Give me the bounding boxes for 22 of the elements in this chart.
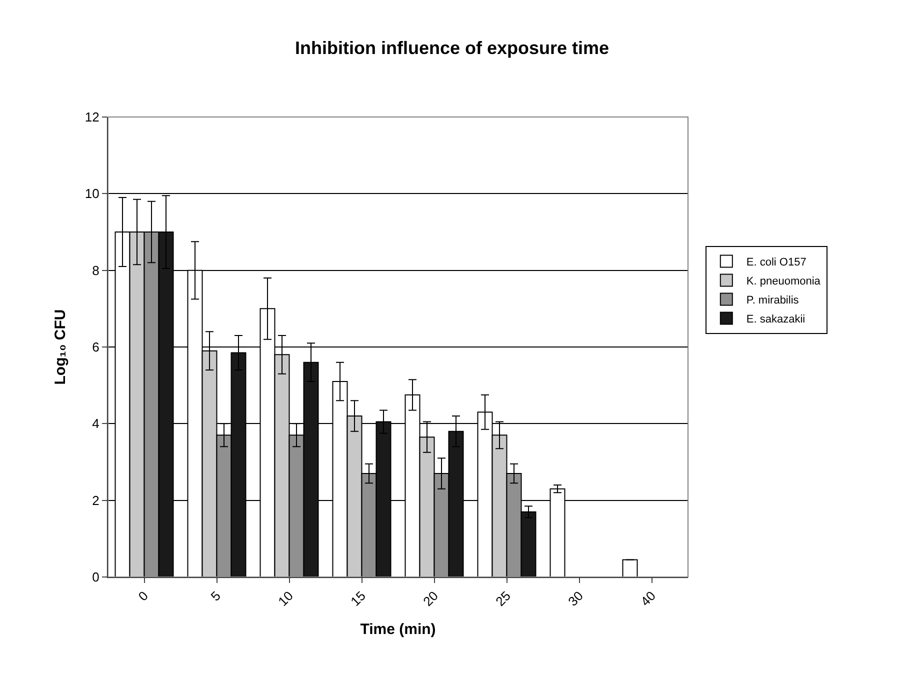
x-tick-label: 10 [275,588,296,610]
y-tick-label: 10 [84,186,100,202]
y-tick-label: 8 [92,262,100,278]
legend-label: P. mirabilis [746,294,800,307]
x-tick-label: 25 [492,588,514,610]
x-tick-label: 40 [638,588,658,610]
y-tick-label: 0 [92,570,100,585]
y-axis-title: Log₁₀ CFU [52,309,70,385]
x-tick-label: 30 [565,588,586,610]
y-tick-label: 4 [92,416,100,432]
y-tick-label: 12 [84,110,100,125]
legend-label: E. coli O157 [746,256,806,269]
x-tick-label: 15 [348,588,368,610]
legend-label: E. sakazakii [746,314,806,326]
x-tick-label: 5 [208,588,224,604]
y-tick-label: 6 [92,340,100,355]
chart-title: Inhibition influence of exposure time [294,38,610,58]
y-tick-label: 2 [92,492,100,508]
x-tick-label: 0 [135,588,151,604]
x-axis-title: Time (min) [360,621,436,638]
x-tick-label: 20 [420,588,441,610]
legend-label: K. pneuomonia [746,276,822,288]
